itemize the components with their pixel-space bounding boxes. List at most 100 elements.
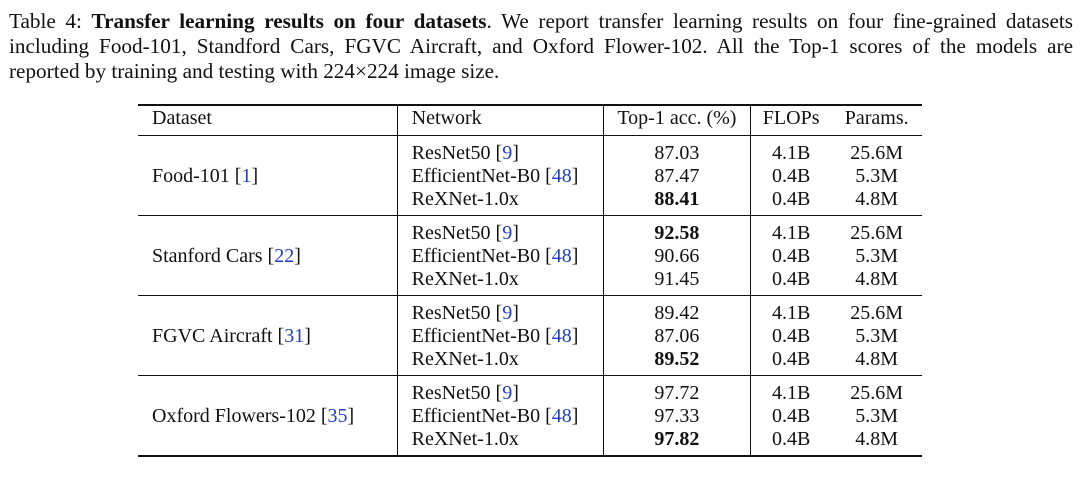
table-row: FGVC Aircraft [31] EfficientNet-B0 [48] 87… (138, 324, 922, 348)
network-name: ReXNet-1.0x (411, 187, 519, 210)
flops-cell: 4.1B (749, 294, 832, 325)
results-table-container: Dataset Network Top-1 acc. (%) FLOPs Par… (138, 104, 922, 457)
flops-cell: 0.4B (749, 427, 832, 457)
flops-cell: 4.1B (749, 214, 832, 245)
dataset-group: ResNet50 [9] 92.58 4.1B 25.6M Stanford Cars … (138, 214, 922, 296)
dataset-cell: Food-101 [1] (152, 164, 259, 187)
dataset-group: ResNet50 [9] 97.72 4.1B 25.6M Oxford Flowers… (138, 374, 922, 457)
flops-cell: 0.4B (749, 347, 832, 375)
network-name: ResNet50 (411, 221, 491, 244)
network-cell: EfficientNet-B0 [48] (396, 244, 604, 268)
header-top1-acc: Top-1 acc. (%) (602, 104, 751, 136)
params-cell: 25.6M (831, 214, 922, 245)
params-cell: 5.3M (855, 324, 899, 347)
network-name: EfficientNet-B0 (411, 164, 541, 187)
network-citation-link[interactable]: 9 (502, 141, 513, 164)
dataset-name: FGVC Aircraft (152, 324, 273, 347)
dataset-cell (138, 294, 398, 325)
header-dataset: Dataset (138, 104, 398, 136)
network-cell: ResNet50 [9] (396, 135, 604, 165)
network-citation-link[interactable]: 48 (551, 164, 572, 187)
network-citation-link[interactable]: 9 (502, 381, 513, 404)
top1-acc-best-cell: 89.52 (602, 347, 751, 375)
table-row: ResNet50 [9] 97.72 4.1B 25.6M (138, 374, 922, 405)
dataset-cell: Stanford Cars [22] (152, 244, 301, 267)
dataset-name: Oxford Flowers-102 (152, 404, 316, 427)
dataset-cell (138, 188, 397, 216)
network-name: EfficientNet-B0 (411, 324, 541, 347)
network-name: ResNet50 (411, 301, 491, 324)
dataset-citation-link[interactable]: 22 (274, 244, 295, 267)
network-name: ResNet50 (411, 381, 491, 404)
params-cell: 4.8M (855, 347, 899, 370)
params-cell: 5.3M (855, 244, 899, 267)
network-cell: ReXNet-1.0x (396, 427, 604, 457)
flops-cell: 4.1B (749, 374, 832, 405)
top1-acc-cell: 97.33 (602, 404, 751, 428)
results-table: Dataset Network Top-1 acc. (%) FLOPs Par… (138, 104, 922, 457)
table-row: ReXNet-1.0x 91.45 0.4B 4.8M (138, 267, 922, 296)
dataset-cell (138, 427, 398, 457)
top1-acc-cell: 87.47 (602, 164, 751, 188)
network-name: ReXNet-1.0x (411, 427, 519, 450)
params-cell: 4.8M (855, 267, 899, 290)
network-citation-link[interactable]: 48 (551, 404, 572, 427)
params-cell: 5.3M (855, 404, 899, 427)
network-citation-link[interactable]: 48 (551, 324, 572, 347)
dataset-group: ResNet50 [9] 89.42 4.1B 25.6M FGVC Aircraft … (138, 294, 922, 376)
network-citation-link[interactable]: 9 (502, 301, 513, 324)
header-params: Params. (831, 104, 922, 136)
caption-text: . We report transfer learning results on… (9, 9, 1073, 83)
top1-acc-cell: 91.45 (602, 267, 751, 295)
network-cell: ReXNet-1.0x (396, 267, 604, 295)
params-cell: 25.6M (831, 294, 922, 325)
network-cell: ResNet50 [9] (396, 294, 604, 325)
flops-cell: 0.4B (749, 244, 832, 268)
network-cell: EfficientNet-B0 [48] (396, 404, 604, 428)
network-cell: ReXNet-1.0x (396, 347, 604, 375)
network-cell: ResNet50 [9] (396, 214, 604, 245)
dataset-name: Food-101 (152, 164, 230, 187)
dataset-cell (138, 268, 397, 296)
network-cell: ResNet50 [9] (396, 374, 604, 405)
top1-acc-cell: 90.66 (602, 244, 751, 268)
dataset-group: ResNet50 [9] 87.03 4.1B 25.6M Food-101 [1] Ef… (138, 135, 922, 215)
table-caption: Table 4: Transfer learning results on fo… (9, 9, 1073, 84)
network-name: ReXNet-1.0x (411, 347, 519, 370)
caption-label: Table 4: (9, 9, 82, 33)
dataset-citation-link[interactable]: 35 (327, 404, 348, 427)
dataset-name: Stanford Cars (152, 244, 263, 267)
params-cell: 5.3M (855, 164, 899, 187)
table-header-row: Dataset Network Top-1 acc. (%) FLOPs Par… (138, 104, 922, 136)
network-name: ReXNet-1.0x (411, 267, 519, 290)
flops-cell: 0.4B (749, 187, 832, 215)
flops-cell: 4.1B (749, 135, 832, 165)
table-row: Food-101 [1] EfficientNet-B0 [48] 87.47 0.4… (138, 164, 922, 188)
flops-cell: 0.4B (749, 267, 832, 295)
dataset-cell (138, 348, 397, 376)
dataset-cell (138, 135, 397, 165)
flops-cell: 0.4B (749, 324, 832, 348)
dataset-cell: Oxford Flowers-102 [35] (152, 404, 355, 427)
dataset-cell: FGVC Aircraft [31] (152, 324, 311, 347)
table-row: ResNet50 [9] 89.42 4.1B 25.6M (138, 294, 922, 325)
network-citation-link[interactable]: 48 (551, 244, 572, 267)
dataset-citation-link[interactable]: 1 (241, 164, 252, 187)
flops-cell: 0.4B (749, 404, 832, 428)
table-row: Oxford Flowers-102 [35] EfficientNet-B0 [… (138, 404, 922, 428)
dataset-citation-link[interactable]: 31 (284, 324, 305, 347)
network-citation-link[interactable]: 9 (502, 221, 513, 244)
top1-acc-cell: 87.03 (602, 135, 751, 165)
params-cell: 25.6M (831, 374, 922, 405)
table-row: ReXNet-1.0x 88.41 0.4B 4.8M (138, 187, 922, 216)
top1-acc-best-cell: 97.82 (602, 427, 751, 457)
dataset-cell (138, 374, 398, 405)
network-name: EfficientNet-B0 (411, 404, 541, 427)
params-cell: 25.6M (850, 141, 904, 164)
network-cell: EfficientNet-B0 [48] (396, 164, 604, 188)
caption-title: Transfer learning results on four datase… (91, 9, 487, 33)
network-name: EfficientNet-B0 (411, 244, 541, 267)
header-flops: FLOPs (749, 104, 832, 136)
params-cell: 4.8M (855, 187, 899, 210)
table-row: Stanford Cars [22] EfficientNet-B0 [48] 90… (138, 244, 922, 268)
